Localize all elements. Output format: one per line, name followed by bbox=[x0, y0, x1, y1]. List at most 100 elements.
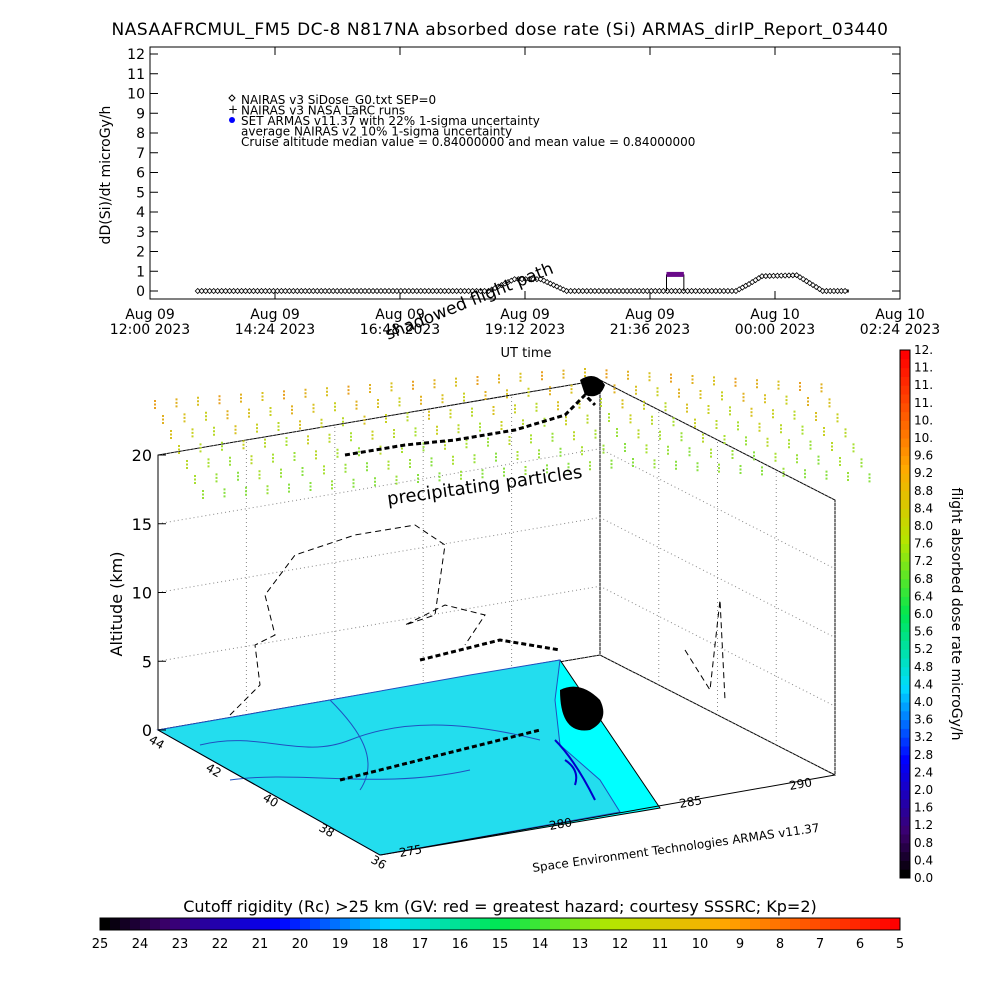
vertical-colorbar-tick: 4.4 bbox=[914, 677, 933, 691]
horizontal-colorbar-cell bbox=[790, 918, 801, 930]
horizontal-colorbar-cell bbox=[230, 918, 241, 930]
horizontal-colorbar-tick: 10 bbox=[692, 937, 709, 952]
legend-entry: average NAIRAS v2 10% 1-sigma uncertaint… bbox=[241, 125, 512, 139]
horizontal-colorbar-cell bbox=[370, 918, 381, 930]
vertical-colorbar-cell bbox=[900, 455, 910, 465]
horizontal-colorbar-tick: 23 bbox=[172, 937, 189, 952]
y-tick-label: 12 bbox=[127, 47, 145, 63]
map-coastline bbox=[554, 739, 596, 801]
vertical-colorbar-tick: 10. bbox=[914, 431, 933, 445]
x-tick-date: Aug 09 bbox=[375, 307, 425, 323]
vertical-colorbar-cell bbox=[900, 693, 910, 703]
vertical-colorbar-tick: 4.0 bbox=[914, 695, 933, 709]
nairas-point bbox=[841, 287, 849, 295]
horizontal-colorbar-cell bbox=[620, 918, 631, 930]
horizontal-colorbar-tick: 16 bbox=[452, 937, 469, 952]
y-tick-label: 10 bbox=[127, 87, 145, 103]
vertical-colorbar-tick: 6.4 bbox=[914, 589, 933, 603]
horizontal-colorbar-cell bbox=[440, 918, 451, 930]
y-tick-label: 11 bbox=[127, 67, 145, 83]
vertical-colorbar-cell bbox=[900, 702, 910, 712]
z-axis-label: Altitude (km) bbox=[107, 552, 126, 657]
vertical-colorbar-cell bbox=[900, 790, 910, 800]
vertical-colorbar-cell bbox=[900, 605, 910, 615]
horizontal-colorbar-cell bbox=[250, 918, 261, 930]
horizontal-colorbar-cell bbox=[150, 918, 161, 930]
horizontal-colorbar-cell bbox=[570, 918, 581, 930]
vertical-colorbar-cell bbox=[900, 834, 910, 844]
horizontal-colorbar-cell bbox=[240, 918, 251, 930]
horizontal-colorbar-cell bbox=[420, 918, 431, 930]
scene-grid-line bbox=[157, 516, 836, 638]
z-tick-label: 5 bbox=[142, 652, 152, 671]
horizontal-colorbar-cell bbox=[650, 918, 661, 930]
lat-tick-label: 42 bbox=[204, 760, 224, 780]
vertical-colorbar-tick: 7.6 bbox=[914, 537, 933, 551]
horizontal-colorbar-cell bbox=[590, 918, 601, 930]
vertical-colorbar-cell bbox=[900, 402, 910, 413]
horizontal-colorbar-cell bbox=[410, 918, 421, 930]
x-tick-time: 00:00 2023 bbox=[735, 322, 815, 338]
vertical-colorbar-cell bbox=[900, 825, 910, 835]
vertical-colorbar-tick: 8.0 bbox=[914, 519, 933, 533]
vertical-colorbar-cell bbox=[900, 649, 910, 659]
vertical-colorbar-cell bbox=[900, 411, 910, 421]
lon-tick-label: 285 bbox=[678, 793, 703, 811]
horizontal-colorbar-cell bbox=[380, 918, 391, 930]
scene-box-front bbox=[157, 729, 381, 856]
flight-path-dashed bbox=[229, 524, 726, 716]
vertical-colorbar-cell bbox=[900, 473, 910, 483]
horizontal-colorbar-cell bbox=[720, 918, 731, 930]
horizontal-colorbar-cell bbox=[810, 918, 821, 930]
vertical-colorbar-cell bbox=[900, 807, 910, 817]
horizontal-colorbar-tick: 7 bbox=[816, 937, 824, 952]
horizontal-colorbar-tick: 8 bbox=[776, 937, 784, 952]
vertical-colorbar-cell bbox=[900, 798, 910, 809]
horizontal-colorbar-tick: 5 bbox=[896, 937, 904, 952]
lat-tick-label: 40 bbox=[261, 790, 281, 810]
lat-tick-label: 38 bbox=[317, 820, 337, 840]
vertical-colorbar-tick: 3.2 bbox=[914, 730, 933, 744]
vertical-colorbar-cell bbox=[900, 570, 910, 580]
horizontal-colorbar-cell bbox=[210, 918, 221, 930]
y-tick-label: 7 bbox=[136, 146, 145, 162]
vertical-colorbar-cell bbox=[900, 446, 910, 457]
vertical-colorbar-cell bbox=[900, 464, 910, 474]
horizontal-colorbar-cell bbox=[390, 918, 401, 930]
horizontal-colorbar-cell bbox=[630, 918, 641, 930]
horizontal-colorbar-cell bbox=[540, 918, 551, 930]
horizontal-colorbar-cell bbox=[690, 918, 701, 930]
horizontal-colorbar-cell bbox=[190, 918, 201, 930]
horizontal-colorbar-cell bbox=[340, 918, 351, 930]
x-tick-time: 02:24 2023 bbox=[860, 322, 940, 338]
legend-plus-marker: + bbox=[228, 103, 238, 117]
horizontal-colorbar-cell bbox=[450, 918, 461, 930]
vertical-colorbar-cell bbox=[900, 376, 910, 386]
horizontal-colorbar-cell bbox=[670, 918, 681, 930]
vertical-colorbar-cell bbox=[900, 596, 910, 606]
horizontal-colorbar-tick: 19 bbox=[332, 937, 349, 952]
vertical-colorbar-cell bbox=[900, 640, 910, 650]
vertical-colorbar-cell bbox=[900, 508, 910, 518]
vertical-colorbar-tick: 9.6 bbox=[914, 449, 933, 463]
horizontal-colorbar-cell bbox=[300, 918, 311, 930]
horizontal-colorbar-tick: 6 bbox=[856, 937, 864, 952]
vertical-colorbar-tick: 2.4 bbox=[914, 765, 933, 779]
vertical-colorbar-tick: 5.2 bbox=[914, 642, 933, 656]
annotation-shadowed-flight-path: shadowed flight path bbox=[382, 259, 556, 345]
vertical-colorbar-tick: 11. bbox=[914, 396, 933, 410]
horizontal-colorbar-tick: 9 bbox=[736, 937, 744, 952]
horizontal-colorbar-cell bbox=[600, 918, 611, 930]
horizontal-colorbar-cell bbox=[430, 918, 441, 930]
y-axis-label: dD(Si)/dt microGy/h bbox=[98, 106, 114, 245]
horizontal-colorbar-cell bbox=[500, 918, 511, 930]
vertical-colorbar-cell bbox=[900, 684, 910, 694]
horizontal-colorbar-cell bbox=[740, 918, 751, 930]
horizontal-colorbar-tick: 20 bbox=[292, 937, 309, 952]
vertical-colorbar-tick: 9.2 bbox=[914, 466, 933, 480]
horizontal-colorbar-cell bbox=[490, 918, 501, 930]
vertical-colorbar-tick: 6.8 bbox=[914, 572, 933, 586]
horizontal-colorbar-cell bbox=[120, 918, 131, 930]
horizontal-colorbar-cell bbox=[780, 918, 791, 930]
vertical-colorbar-tick: 6.0 bbox=[914, 607, 933, 621]
